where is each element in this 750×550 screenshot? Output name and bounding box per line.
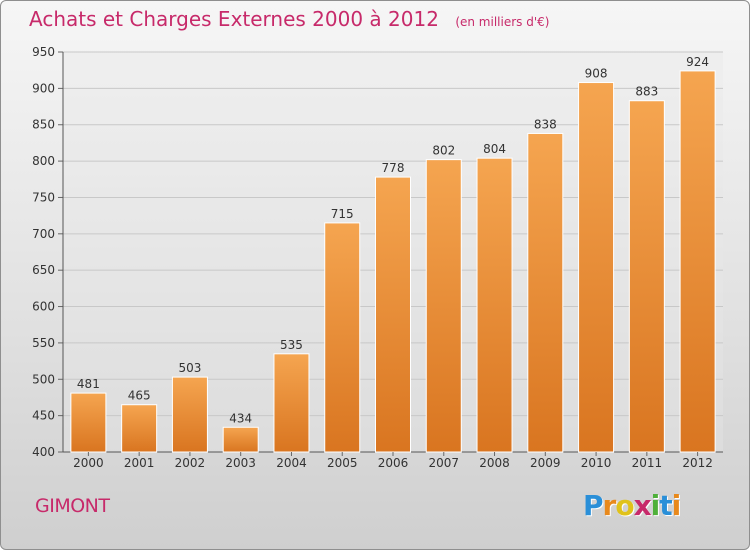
y-tick-label-700: 700 (32, 227, 55, 241)
bar-2002 (171, 376, 208, 453)
data-label-2005: 715 (331, 207, 354, 221)
chart-title: Achats et Charges Externes 2000 à 2012 (… (29, 7, 549, 31)
x-tick-label-2001: 2001 (124, 456, 155, 470)
bar-2006 (375, 176, 411, 453)
x-tick-label-2003: 2003 (225, 456, 256, 470)
bar-2012 (679, 70, 716, 453)
x-tick-label-2010: 2010 (581, 456, 612, 470)
chart-title-text: Achats et Charges Externes 2000 à 2012 (29, 7, 439, 31)
y-tick-label-550: 550 (32, 336, 55, 350)
data-label-2000: 481 (77, 377, 100, 391)
data-label-2010: 908 (585, 67, 608, 81)
data-label-2009: 838 (534, 117, 557, 131)
x-tick-label-2011: 2011 (632, 456, 663, 470)
x-tick-label-2012: 2012 (682, 456, 713, 470)
bar-2011 (628, 100, 665, 453)
y-tick-label-800: 800 (32, 154, 55, 168)
bar-2004 (273, 353, 310, 453)
logo-letter: o (615, 489, 634, 522)
data-label-2012: 924 (686, 55, 709, 69)
data-label-2003: 434 (229, 411, 252, 425)
x-tick-label-2007: 2007 (428, 456, 459, 470)
y-tick-label-600: 600 (32, 300, 55, 314)
bar-2008 (476, 157, 513, 453)
x-tick-label-2002: 2002 (175, 456, 206, 470)
bar-2005 (324, 222, 361, 453)
data-label-2007: 802 (432, 144, 455, 158)
x-tick-label-2006: 2006 (378, 456, 409, 470)
y-tick-label-850: 850 (32, 118, 55, 132)
y-tick-label-450: 450 (32, 409, 55, 423)
bar-2000 (70, 392, 107, 453)
proxiti-logo: Proxiti (583, 489, 682, 522)
y-tick-label-400: 400 (32, 445, 55, 459)
x-tick-label-2000: 2000 (73, 456, 104, 470)
bar-2003 (222, 426, 259, 453)
x-tick-label-2008: 2008 (479, 456, 510, 470)
x-tick-label-2009: 2009 (530, 456, 561, 470)
logo-letter: t (659, 489, 672, 522)
bar-2010 (578, 82, 615, 453)
data-label-2008: 804 (483, 142, 506, 156)
x-tick-label-2004: 2004 (276, 456, 307, 470)
data-label-2011: 883 (635, 85, 658, 99)
logo-letter: P (583, 489, 604, 522)
chart-unit: (en milliers d'€) (455, 15, 550, 29)
y-tick-label-650: 650 (32, 263, 55, 277)
logo-letter: i (650, 489, 661, 522)
x-tick-label-2005: 2005 (327, 456, 358, 470)
data-label-2001: 465 (128, 389, 151, 403)
bar-2007 (425, 159, 462, 453)
y-tick-label-950: 950 (32, 45, 55, 59)
bar-2001 (121, 404, 158, 453)
y-tick-label-750: 750 (32, 190, 55, 204)
bar-2009 (527, 132, 564, 453)
logo-letter: r (602, 489, 617, 522)
data-label-2004: 535 (280, 338, 303, 352)
data-label-2002: 503 (178, 361, 201, 375)
logo-letter: i (671, 489, 682, 522)
y-tick-label-900: 900 (32, 81, 55, 95)
data-label-2006: 778 (382, 161, 405, 175)
logo-letter: x (633, 489, 652, 522)
city-name: GIMONT (35, 495, 110, 517)
y-tick-label-500: 500 (32, 372, 55, 386)
